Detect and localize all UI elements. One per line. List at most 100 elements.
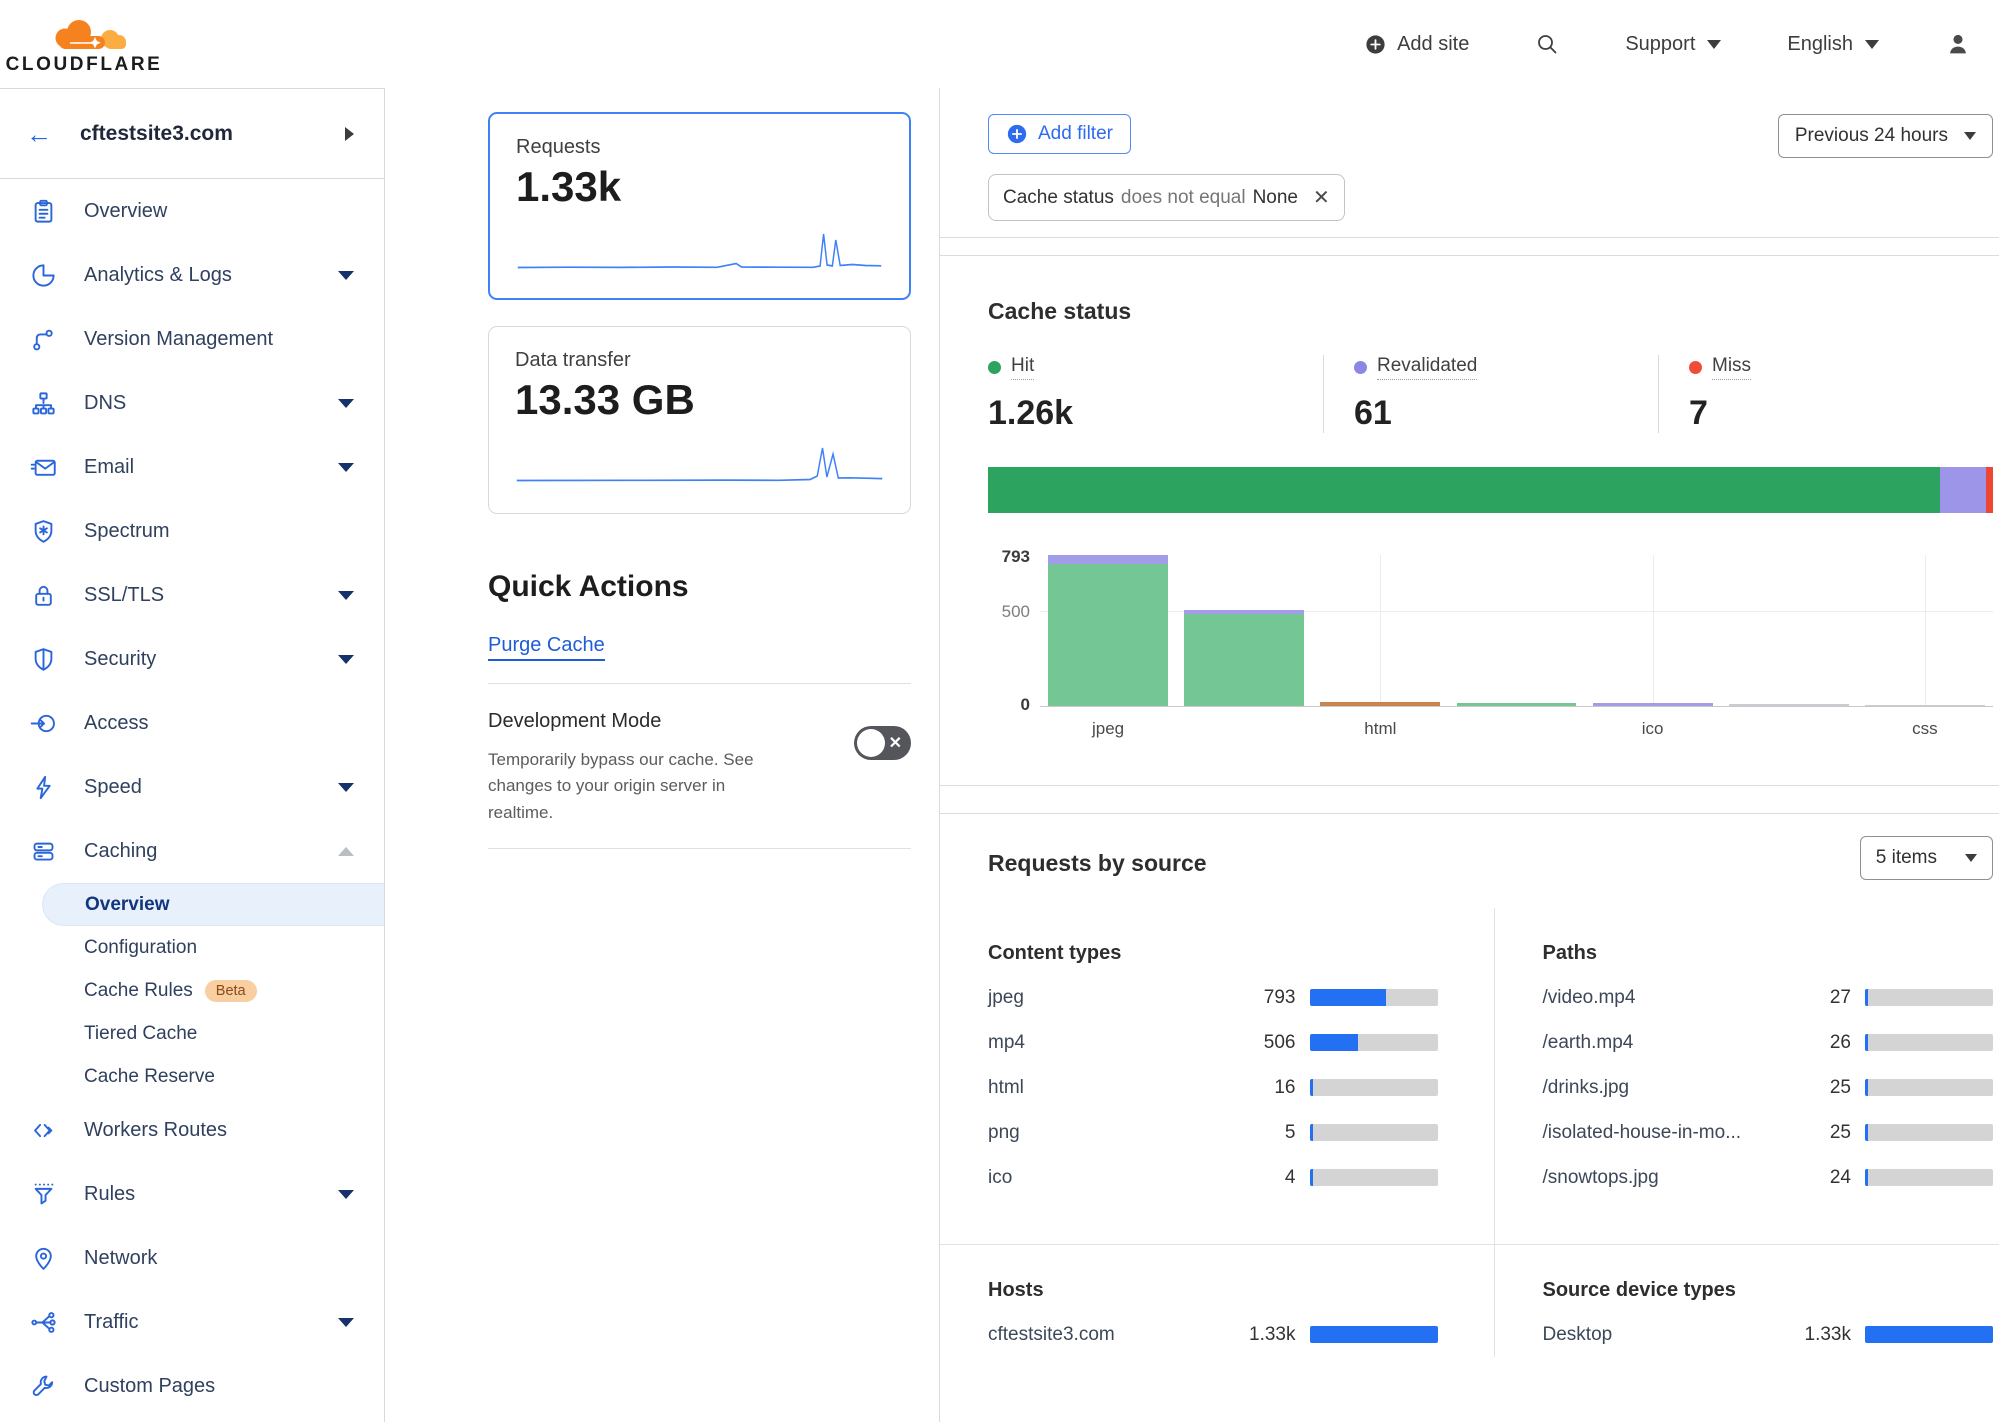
cache-status-distribution-bar [988,467,1993,513]
chevron-down-icon [338,654,354,664]
sidebar-subitem-cache-rules[interactable]: Cache Rules Beta [42,969,384,1012]
hit-dot-icon [988,361,1001,374]
usage-bar [1309,989,1438,1006]
shield-asterisk-icon [30,518,57,545]
chevron-down-icon [338,1317,354,1327]
usage-bar [1309,1326,1438,1343]
account-menu[interactable] [1945,31,1971,57]
stat-revalidated: Revalidated 61 [1323,355,1658,433]
filter-chip[interactable]: Cache status does not equal None ✕ [988,174,1345,221]
sidebar-item-analytics-logs[interactable]: Analytics & Logs [0,243,384,307]
support-menu[interactable]: Support [1625,33,1722,56]
sidebar-item-security[interactable]: Security [0,627,384,691]
spacer [940,238,1999,255]
share-nodes-icon [30,1309,57,1336]
back-arrow-icon[interactable]: ← [26,118,52,149]
language-menu[interactable]: English [1787,33,1879,56]
table-row: jpeg 793 [988,975,1438,1020]
sidebar-item-version-management[interactable]: Version Management [0,307,384,371]
sidebar-item-ssl-tls[interactable]: SSL/TLS [0,563,384,627]
development-mode-title: Development Mode [488,710,662,732]
chevron-down-icon [338,270,354,280]
stat-revalidated-toggle[interactable]: Revalidated [1354,355,1658,380]
development-mode-toggle[interactable]: ✕ [854,726,911,760]
remove-filter-icon[interactable]: ✕ [1313,187,1330,209]
sidebar-subitem-configuration[interactable]: Configuration [84,936,198,958]
sidebar-item-overview[interactable]: Overview [0,179,384,243]
paths-table: Paths /video.mp4 27 /earth.mp4 26 /drink… [1495,908,1999,1244]
sidebar-item-speed[interactable]: Speed [0,755,384,819]
site-name: cftestsite3.com [80,121,233,145]
chevron-down-icon [338,398,354,408]
wrench-icon [30,1373,57,1400]
usage-bar [1865,1034,1993,1051]
add-site-button[interactable]: Add site [1364,33,1469,56]
plus-circle-icon [1366,34,1385,54]
requests-by-source-title: Requests by source [988,850,1207,876]
chevron-down-icon [1964,132,1976,140]
x-axis-labels: jpeg html ico css [1092,719,1938,738]
data-transfer-value: 13.33 GB [515,376,695,423]
sidebar-item-dns[interactable]: DNS [0,371,384,435]
sidebar-item-spectrum[interactable]: Spectrum [0,499,384,563]
site-switcher[interactable]: ← cftestsite3.com [0,89,384,179]
stat-miss-toggle[interactable]: Miss [1689,355,1993,380]
requests-metric-card[interactable]: Requests 1.33k [488,112,911,300]
content-types-table: Content types jpeg 793 mp4 506 html 16 [940,908,1495,1244]
hit-value: 1.26k [988,394,1074,432]
purge-cache-link[interactable]: Purge Cache [488,634,605,661]
revalidated-segment [1939,467,1986,513]
sidebar-subitem-tiered-cache[interactable]: Tiered Cache [84,1022,198,1044]
chevron-right-icon[interactable] [345,126,354,141]
table-row: /video.mp4 27 [1543,975,1993,1020]
sidebar-item-network[interactable]: Network [0,1226,384,1290]
table-row: /isolated-house-in-mo... 25 [1543,1110,1993,1155]
analytics-panel: Add filter Previous 24 hours Cache statu… [940,88,1999,1422]
usage-bar [1865,989,1993,1006]
metrics-column: Requests 1.33k Data transfer 13.33 GB Qu… [385,88,940,1422]
table-row: html 16 [988,1065,1438,1110]
envelope-icon [30,454,57,481]
sidebar-item-access[interactable]: Access [0,691,384,755]
requests-by-source-section: Requests by source 5 items Content types… [940,813,1999,1422]
requests-value: 1.33k [516,163,622,210]
time-range-dropdown[interactable]: Previous 24 hours [1777,114,1993,158]
usage-bar [1309,1079,1438,1096]
data-transfer-metric-card[interactable]: Data transfer 13.33 GB [488,326,911,514]
sidebar-item-email[interactable]: Email [0,435,384,499]
top-navbar: CLOUDFLARE Add site Support English [0,0,1999,88]
sidebar-item-caching[interactable]: Caching [0,819,384,883]
usage-bar [1865,1079,1993,1096]
table-row: ico 4 [988,1155,1438,1200]
sidebar-subitem-cache-reserve[interactable]: Cache Reserve [84,1065,215,1087]
miss-value: 7 [1689,394,1708,432]
branch-icon [30,326,57,353]
hit-segment [988,467,1940,513]
chevron-down-icon [338,782,354,792]
items-count-dropdown[interactable]: 5 items [1859,836,1993,880]
sidebar-item-workers-routes[interactable]: Workers Routes [0,1098,384,1162]
revalidated-dot-icon [1354,361,1367,374]
cache-status-stats: Hit 1.26k Revalidated 61 Miss [988,355,1993,433]
divider [488,683,911,684]
location-pin-icon [30,1245,57,1272]
development-mode-description: Temporarily bypass our cache. See change… [488,750,754,822]
development-mode-section: Development Mode Temporarily bypass our … [488,710,911,826]
sidebar-item-custom-pages[interactable]: Custom Pages [0,1354,384,1418]
lock-icon [30,582,57,609]
server-stack-icon [30,838,57,865]
sidebar-subitem-caching-overview[interactable]: Overview [42,883,384,926]
search-icon [1538,35,1557,54]
gridline [1652,555,1654,706]
top-navbar-actions: Add site Support English [1364,31,1971,57]
pie-chart-icon [30,262,57,289]
stat-hit-toggle[interactable]: Hit [988,355,1323,380]
search-button[interactable] [1535,32,1559,56]
usage-bar [1309,1169,1438,1186]
sidebar-item-traffic[interactable]: Traffic [0,1290,384,1354]
add-filter-button[interactable]: Add filter [988,114,1131,154]
chevron-down-icon [338,590,354,600]
table-row: /earth.mp4 26 [1543,1020,1993,1065]
sidebar-item-rules[interactable]: Rules [0,1162,384,1226]
requests-sparkline [517,233,882,269]
